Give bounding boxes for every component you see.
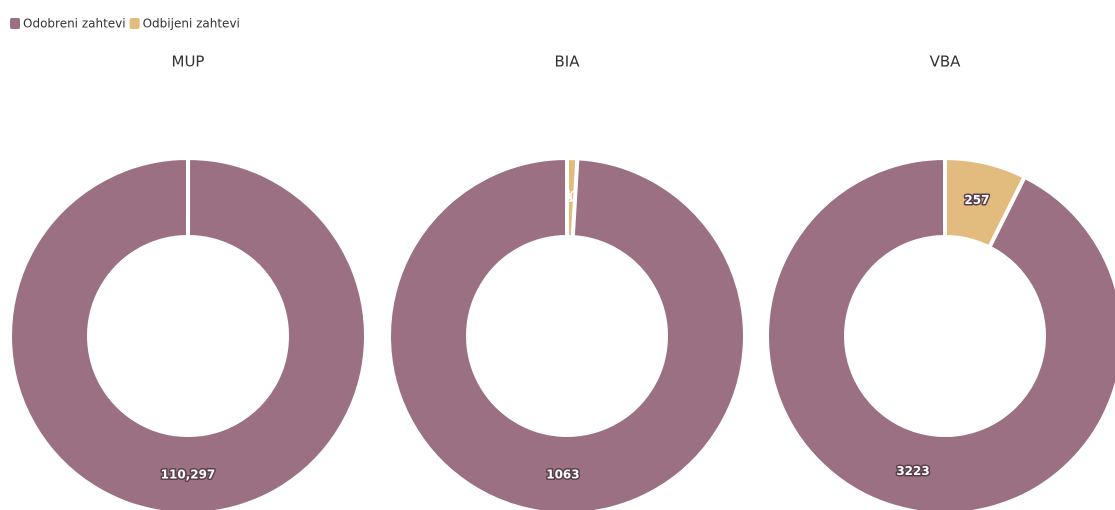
data-label: 110,297	[161, 468, 216, 482]
donut-slice	[8, 155, 369, 510]
legend-swatch	[129, 18, 140, 29]
legend-swatch	[10, 18, 20, 29]
legend-label: Odobreni zahtevi	[23, 17, 126, 31]
donut-slice	[387, 155, 747, 510]
donut-slice	[765, 155, 1115, 510]
legend-label: Odbijeni zahtevi	[143, 17, 240, 31]
chart-title: BIA	[555, 53, 581, 71]
data-label: 3223	[896, 464, 929, 478]
data-label: 257	[964, 193, 989, 207]
chart-title: VBA	[930, 53, 962, 71]
chart-title: MUP	[172, 53, 205, 71]
data-label: 1063	[546, 467, 579, 481]
